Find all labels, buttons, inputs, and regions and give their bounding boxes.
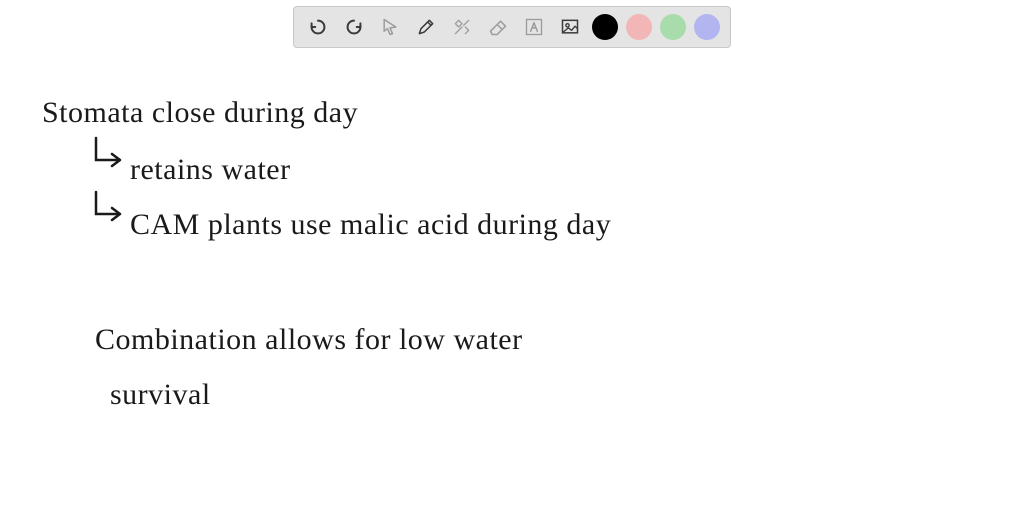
pencil-button[interactable] (412, 13, 440, 41)
redo-button[interactable] (340, 13, 368, 41)
text-icon (524, 17, 544, 37)
undo-button[interactable] (304, 13, 332, 41)
sub-arrow-icon (90, 136, 126, 176)
undo-icon (307, 16, 329, 38)
note-line-2: retains water (130, 155, 291, 185)
pointer-button[interactable] (376, 13, 404, 41)
image-icon (560, 17, 580, 37)
redo-icon (343, 16, 365, 38)
note-line-4: Combination allows for low water (95, 325, 523, 355)
tools-icon (452, 17, 472, 37)
image-button[interactable] (556, 13, 584, 41)
pointer-icon (380, 17, 400, 37)
pencil-icon (416, 17, 436, 37)
color-swatch-pink[interactable] (626, 14, 652, 40)
tools-button[interactable] (448, 13, 476, 41)
sub-arrow-icon (90, 190, 126, 230)
color-swatch-black[interactable] (592, 14, 618, 40)
color-swatch-purple[interactable] (694, 14, 720, 40)
text-button[interactable] (520, 13, 548, 41)
note-line-5: survival (110, 380, 211, 410)
toolbar (293, 6, 731, 48)
note-line-3: CAM plants use malic acid during day (130, 210, 611, 240)
eraser-button[interactable] (484, 13, 512, 41)
note-line-1: Stomata close during day (42, 98, 358, 128)
eraser-icon (488, 17, 508, 37)
color-swatch-green[interactable] (660, 14, 686, 40)
whiteboard-canvas[interactable]: Stomata close during day retains water C… (0, 50, 1024, 518)
